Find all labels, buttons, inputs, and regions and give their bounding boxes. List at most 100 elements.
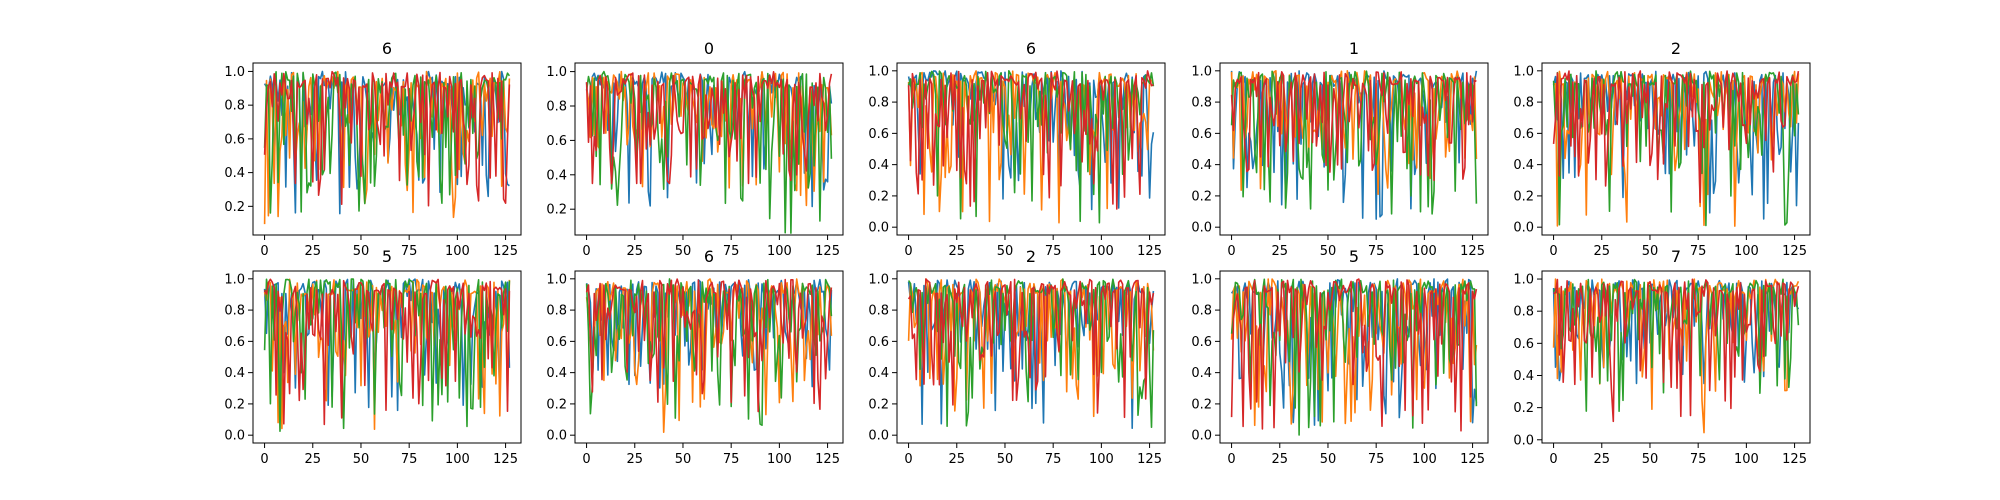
y-tick-label: 0.0 <box>1191 429 1212 444</box>
series-line-3 <box>263 71 511 214</box>
subplot-title: 6 <box>382 39 392 58</box>
y-tick-label: 0.0 <box>224 429 245 444</box>
y-tick-label: 0.4 <box>1513 158 1534 173</box>
x-tick-label: 0 <box>904 244 912 259</box>
series-line-4 <box>585 278 833 413</box>
x-tick-label: 100 <box>1089 452 1114 467</box>
y-tick-label: 0.8 <box>868 304 889 319</box>
x-tick-label: 125 <box>493 452 518 467</box>
x-tick-label: 125 <box>1460 244 1485 259</box>
x-tick-label: 50 <box>675 244 692 259</box>
y-tick-label: 0.2 <box>868 397 889 412</box>
y-tick-label: 0.6 <box>868 335 889 350</box>
series-line-3 <box>907 70 1155 224</box>
x-tick-label: 100 <box>1734 244 1759 259</box>
x-tick-label: 25 <box>626 244 643 259</box>
x-tick-label: 25 <box>1593 244 1610 259</box>
y-tick-label: 0.6 <box>546 335 567 350</box>
y-tick-label: 0.0 <box>1191 221 1212 236</box>
x-tick-label: 50 <box>1642 244 1659 259</box>
x-tick-label: 50 <box>675 452 692 467</box>
x-tick-label: 0 <box>1227 452 1235 467</box>
series-line-4 <box>907 278 1155 419</box>
y-tick-label: 1.0 <box>224 65 245 80</box>
y-tick-label: 0.6 <box>224 335 245 350</box>
x-tick-label: 75 <box>1690 452 1707 467</box>
subplot-10: 7 0 25 50 75 100 125 0.0 0.2 0.4 0.6 0.8 1.0 <box>1513 247 1811 467</box>
x-tick-label: 25 <box>1271 244 1288 259</box>
series-line-4 <box>1230 71 1477 182</box>
x-tick-label: 75 <box>1368 452 1385 467</box>
y-tick-label: 0.2 <box>224 200 245 215</box>
y-tick-label: 0.4 <box>1191 366 1212 381</box>
subplot-3: 6 0 25 50 75 100 125 0.0 0.2 0.4 0.6 0.8 1.0 <box>868 39 1166 259</box>
x-tick-label: 50 <box>353 244 370 259</box>
y-tick-label: 0.4 <box>1191 158 1212 173</box>
x-tick-label: 125 <box>1782 244 1807 259</box>
subplot-title: 1 <box>1349 39 1359 58</box>
x-tick-label: 100 <box>767 244 792 259</box>
y-tick-label: 0.6 <box>1513 127 1534 142</box>
y-tick-label: 0.2 <box>224 397 245 412</box>
x-tick-label: 0 <box>582 452 590 467</box>
y-tick-label: 0.2 <box>1191 189 1212 204</box>
subplot-title: 5 <box>1349 247 1359 266</box>
y-tick-label: 0.4 <box>868 158 889 173</box>
subplot-8: 2 0 25 50 75 100 125 0.0 0.2 0.4 0.6 0.8 1.0 <box>868 247 1166 467</box>
x-tick-label: 25 <box>304 452 321 467</box>
x-tick-label: 50 <box>1320 244 1337 259</box>
x-tick-label: 125 <box>815 244 840 259</box>
subplot-title: 2 <box>1026 247 1036 266</box>
axes-frame <box>896 62 1166 236</box>
series-line-4 <box>1552 70 1800 204</box>
y-tick-label: 0.2 <box>868 189 889 204</box>
series-line-2 <box>585 278 833 434</box>
series-line-4 <box>263 70 511 207</box>
y-tick-label: 0.8 <box>224 99 245 114</box>
x-tick-label: 125 <box>1782 452 1807 467</box>
subplot-4: 1 0 25 50 75 100 125 0.0 0.2 0.4 0.6 0.8 1.0 <box>1191 39 1489 259</box>
x-tick-label: 125 <box>1460 452 1485 467</box>
series-line-4 <box>907 70 1154 210</box>
x-tick-label: 75 <box>1045 244 1062 259</box>
x-tick-label: 50 <box>997 452 1014 467</box>
x-tick-label: 50 <box>997 244 1014 259</box>
y-tick-label: 1.0 <box>1191 64 1212 79</box>
axes-frame <box>574 270 844 444</box>
series-line-4 <box>1553 278 1800 423</box>
y-tick-label: 0.2 <box>546 397 567 412</box>
series-line-3 <box>263 278 511 433</box>
y-tick-label: 0.2 <box>1191 397 1212 412</box>
subplot-title: 2 <box>1671 39 1681 58</box>
axes-frame <box>1219 62 1489 236</box>
axes-frame <box>574 62 844 236</box>
x-tick-label: 75 <box>401 452 418 467</box>
x-tick-label: 25 <box>948 244 965 259</box>
y-tick-label: 0.8 <box>546 304 567 319</box>
y-tick-label: 1.0 <box>868 64 889 79</box>
y-tick-label: 0.4 <box>224 166 245 181</box>
y-tick-label: 1.0 <box>1191 272 1212 287</box>
x-tick-label: 125 <box>1137 452 1162 467</box>
x-tick-label: 50 <box>353 452 370 467</box>
subplot-title: 6 <box>704 247 714 266</box>
y-tick-label: 0.0 <box>868 429 889 444</box>
axes-frame <box>1541 62 1811 236</box>
y-tick-label: 0.6 <box>224 132 245 147</box>
y-tick-label: 0.6 <box>868 127 889 142</box>
y-tick-label: 0.8 <box>1513 305 1534 320</box>
y-tick-label: 0.8 <box>868 96 889 111</box>
x-tick-label: 50 <box>1642 452 1659 467</box>
x-tick-label: 75 <box>1045 452 1062 467</box>
y-tick-label: 0.0 <box>1513 433 1534 448</box>
x-tick-label: 0 <box>582 244 590 259</box>
x-tick-label: 125 <box>815 452 840 467</box>
y-tick-label: 0.6 <box>1191 127 1212 142</box>
subplot-1: 6 0 25 50 75 100 125 0.2 0.4 0.6 0.8 1.0 <box>224 39 522 259</box>
axes-frame <box>252 62 522 236</box>
x-tick-label: 75 <box>401 244 418 259</box>
x-tick-label: 0 <box>1549 452 1557 467</box>
y-tick-label: 1.0 <box>546 272 567 287</box>
